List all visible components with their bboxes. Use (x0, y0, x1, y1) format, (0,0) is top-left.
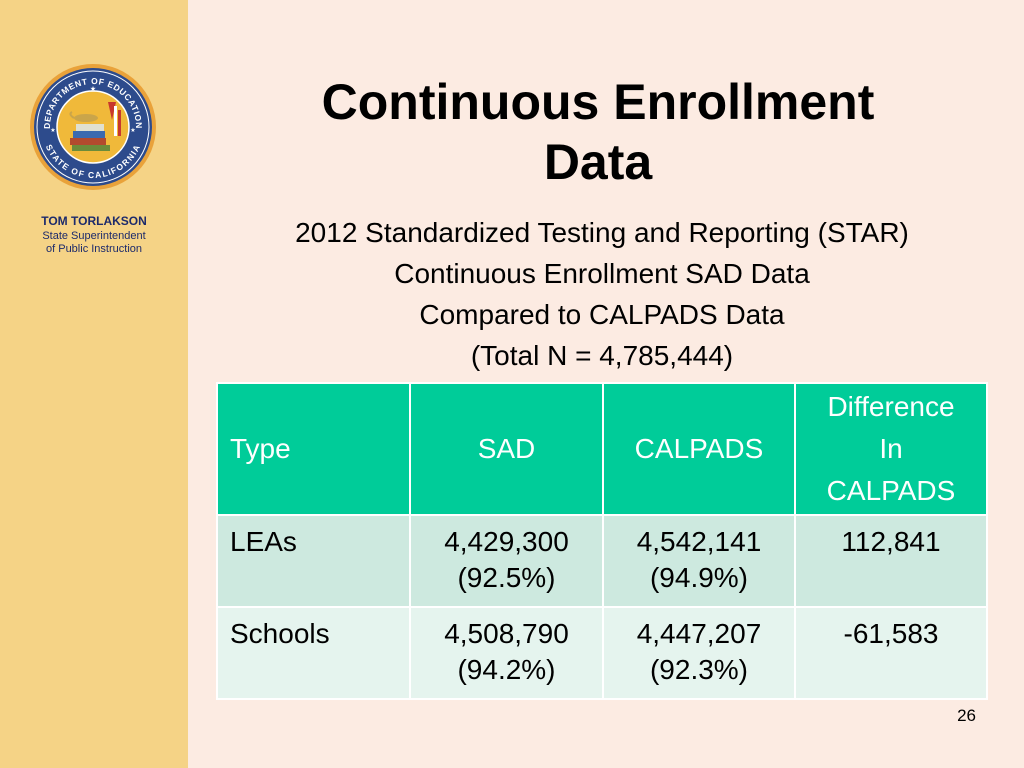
cell-line: (94.2%) (457, 654, 556, 685)
cell-type: Schools (216, 606, 411, 700)
cell-line: -61,583 (843, 618, 939, 649)
table-row: LEAs 4,429,300 (92.5%) 4,542,141 (94.9%)… (216, 514, 988, 608)
slide-title-line2: Data (543, 134, 653, 190)
cell-calpads: 4,542,141 (94.9%) (602, 514, 796, 608)
cell-line: 4,508,790 (444, 618, 569, 649)
subtitle-line: 2012 Standardized Testing and Reporting … (295, 217, 909, 248)
svg-text:★: ★ (50, 127, 55, 134)
slide-title: Continuous Enrollment Data (228, 72, 968, 192)
header-difference-line: In (879, 433, 903, 464)
cell-difference: -61,583 (794, 606, 988, 700)
cell-type: LEAs (216, 514, 411, 608)
subtitle-line: Compared to CALPADS Data (419, 299, 785, 330)
cell-line: (94.9%) (649, 562, 749, 593)
header-difference-line: CALPADS (826, 475, 956, 506)
slide-title-line1: Continuous Enrollment (321, 74, 875, 130)
sidebar: DEPARTMENT OF EDUCATION STATE OF CALIFOR… (0, 0, 188, 768)
superintendent-title: State Superintendent of Public Instructi… (0, 230, 188, 256)
cell-line: 4,447,207 (636, 618, 762, 649)
header-calpads: CALPADS (602, 382, 796, 516)
cell-calpads: 4,447,207 (92.3%) (602, 606, 796, 700)
slide-subtitle: 2012 Standardized Testing and Reporting … (210, 212, 994, 376)
cell-line: Schools (230, 618, 330, 649)
cell-line: 112,841 (841, 526, 941, 557)
svg-text:★: ★ (130, 127, 135, 134)
subtitle-line: Continuous Enrollment SAD Data (394, 258, 810, 289)
cell-line: (92.3%) (649, 654, 749, 685)
cell-line: (92.5%) (457, 562, 556, 593)
header-type: Type (216, 382, 411, 516)
cell-sad: 4,429,300 (92.5%) (409, 514, 604, 608)
subtitle-line: (Total N = 4,785,444) (470, 340, 734, 371)
superintendent-title-line2: of Public Instruction (46, 243, 142, 255)
header-sad: SAD (409, 382, 604, 516)
table-header-row: Type SAD CALPADS Difference In CALPADS (216, 382, 988, 516)
department-of-education-seal-icon: DEPARTMENT OF EDUCATION STATE OF CALIFOR… (30, 64, 156, 190)
superintendent-name: TOM TORLAKSON (41, 214, 147, 228)
cell-line: 4,429,300 (444, 526, 569, 557)
page-number: 26 (957, 706, 976, 725)
superintendent-title-line1: State Superintendent (42, 230, 146, 242)
enrollment-table: Type SAD CALPADS Difference In CALPADS L… (216, 382, 988, 700)
cell-difference: 112,841 (794, 514, 988, 608)
cell-line: LEAs (230, 526, 297, 557)
svg-text:★: ★ (90, 85, 96, 93)
header-difference-line: Difference (827, 391, 955, 422)
cell-sad: 4,508,790 (94.2%) (409, 606, 604, 700)
cell-line: 4,542,141 (636, 526, 762, 557)
table-row: Schools 4,508,790 (94.2%) 4,447,207 (92.… (216, 606, 988, 700)
header-difference: Difference In CALPADS (794, 382, 988, 516)
